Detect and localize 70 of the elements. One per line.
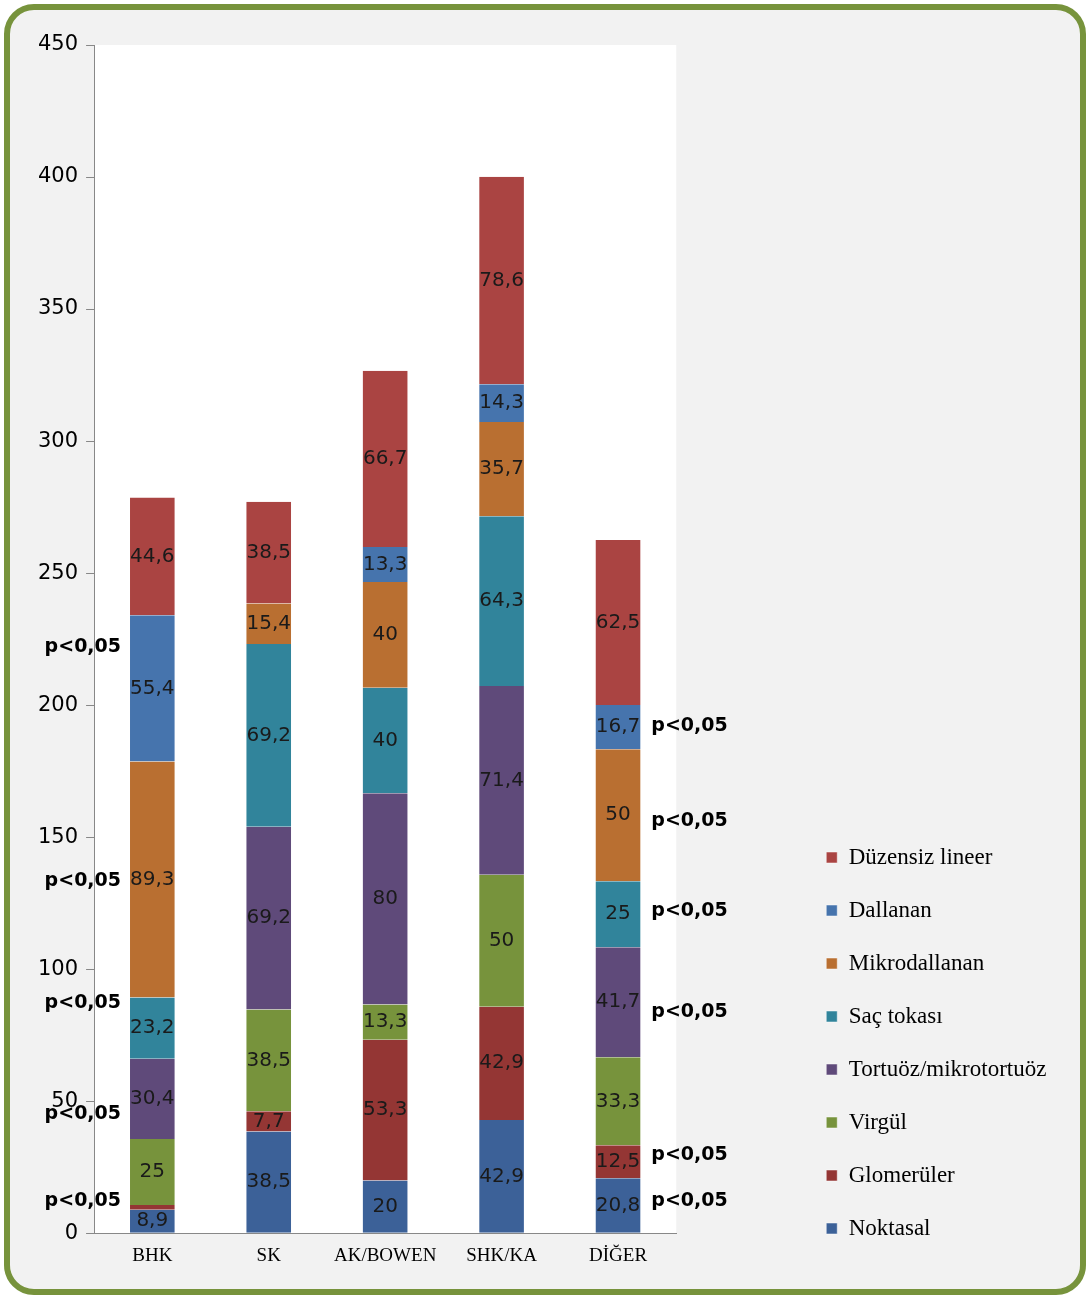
data-label: 13,3: [362, 1008, 408, 1033]
y-tick-label: 100: [37, 955, 79, 980]
data-label: 62,5: [595, 608, 641, 633]
annotation: p<0,05: [651, 999, 728, 1022]
data-label: 30,4: [130, 1085, 175, 1109]
y-tick-label: 450: [37, 31, 79, 56]
data-label: 25: [605, 900, 631, 925]
data-label: 8,9: [136, 1207, 169, 1232]
data-label: 38,5: [246, 1168, 291, 1193]
data-label: 50: [488, 926, 515, 951]
data-label: 69,2: [246, 904, 291, 929]
legend-label: Mikrodallanan: [848, 949, 985, 975]
legend-label: Saç tokası: [848, 1002, 943, 1028]
annotation: p<0,05: [651, 898, 728, 921]
y-tick-label: 400: [37, 163, 79, 188]
data-label: 66,7: [362, 445, 408, 470]
data-label: 35,7: [479, 455, 524, 480]
y-tick-label: 200: [37, 691, 79, 716]
data-label: 50: [605, 801, 631, 826]
x-tick-label: DİĞER: [589, 1243, 648, 1265]
data-label: 78,6: [479, 266, 524, 291]
data-label: 15,4: [246, 609, 291, 634]
data-label: 71,4: [479, 766, 524, 791]
data-label: 44,6: [130, 542, 175, 567]
annotation: p<0,05: [651, 1188, 728, 1211]
data-label: 42,9: [479, 1162, 524, 1187]
data-label: 33,3: [595, 1087, 641, 1112]
x-tick-label: BHK: [132, 1243, 173, 1265]
data-label: 89,3: [130, 865, 175, 890]
annotation: p<0,05: [44, 634, 122, 657]
legend-label: Glomerüler: [848, 1161, 956, 1187]
annotation: p<0,05: [651, 712, 728, 735]
legend-label: Düzensiz lineer: [848, 843, 993, 869]
x-tick-label: AK/BOWEN: [333, 1243, 437, 1265]
data-label: 69,2: [246, 721, 291, 746]
x-tick-label: SK: [256, 1243, 282, 1265]
data-label: 13,3: [362, 550, 408, 575]
data-label: 20,8: [595, 1191, 641, 1216]
data-label: 38,5: [246, 1046, 291, 1071]
annotation: p<0,05: [651, 1141, 728, 1164]
data-label: 38,5: [246, 538, 291, 563]
annotation: p<0,05: [44, 989, 122, 1012]
legend-label: Dallanan: [848, 896, 933, 922]
data-label: 7,7: [252, 1107, 285, 1132]
y-tick-label: 300: [37, 427, 79, 452]
data-label: 42,9: [479, 1049, 524, 1074]
data-label: 25: [139, 1158, 166, 1183]
annotation: p<0,05: [651, 807, 728, 830]
annotation: p<0,05: [44, 1188, 122, 1211]
y-tick-label: 350: [37, 295, 79, 320]
data-label: 23,2: [130, 1014, 175, 1039]
data-label: 53,3: [362, 1096, 408, 1121]
data-label: 40: [372, 726, 398, 751]
data-label: 20: [372, 1192, 398, 1217]
data-label: 14,3: [479, 389, 524, 414]
x-tick-label: SHK/KA: [466, 1243, 538, 1265]
data-label: 41,7: [595, 988, 641, 1013]
data-label: 80: [372, 885, 398, 910]
data-label: 40: [372, 621, 398, 646]
y-tick-label: 250: [37, 559, 79, 584]
annotation: p<0,05: [44, 868, 122, 891]
data-label: 12,5: [595, 1147, 641, 1172]
legend-label: Tortuöz/mikrotortuöz: [848, 1055, 1047, 1081]
data-label: 64,3: [479, 587, 524, 612]
y-tick-label: 150: [37, 823, 79, 848]
legend-label: Virgül: [848, 1108, 908, 1134]
legend-label: Noktasal: [848, 1214, 931, 1240]
data-label: 55,4: [130, 674, 175, 699]
y-tick-label: 0: [64, 1219, 79, 1244]
data-label: 16,7: [595, 713, 641, 738]
